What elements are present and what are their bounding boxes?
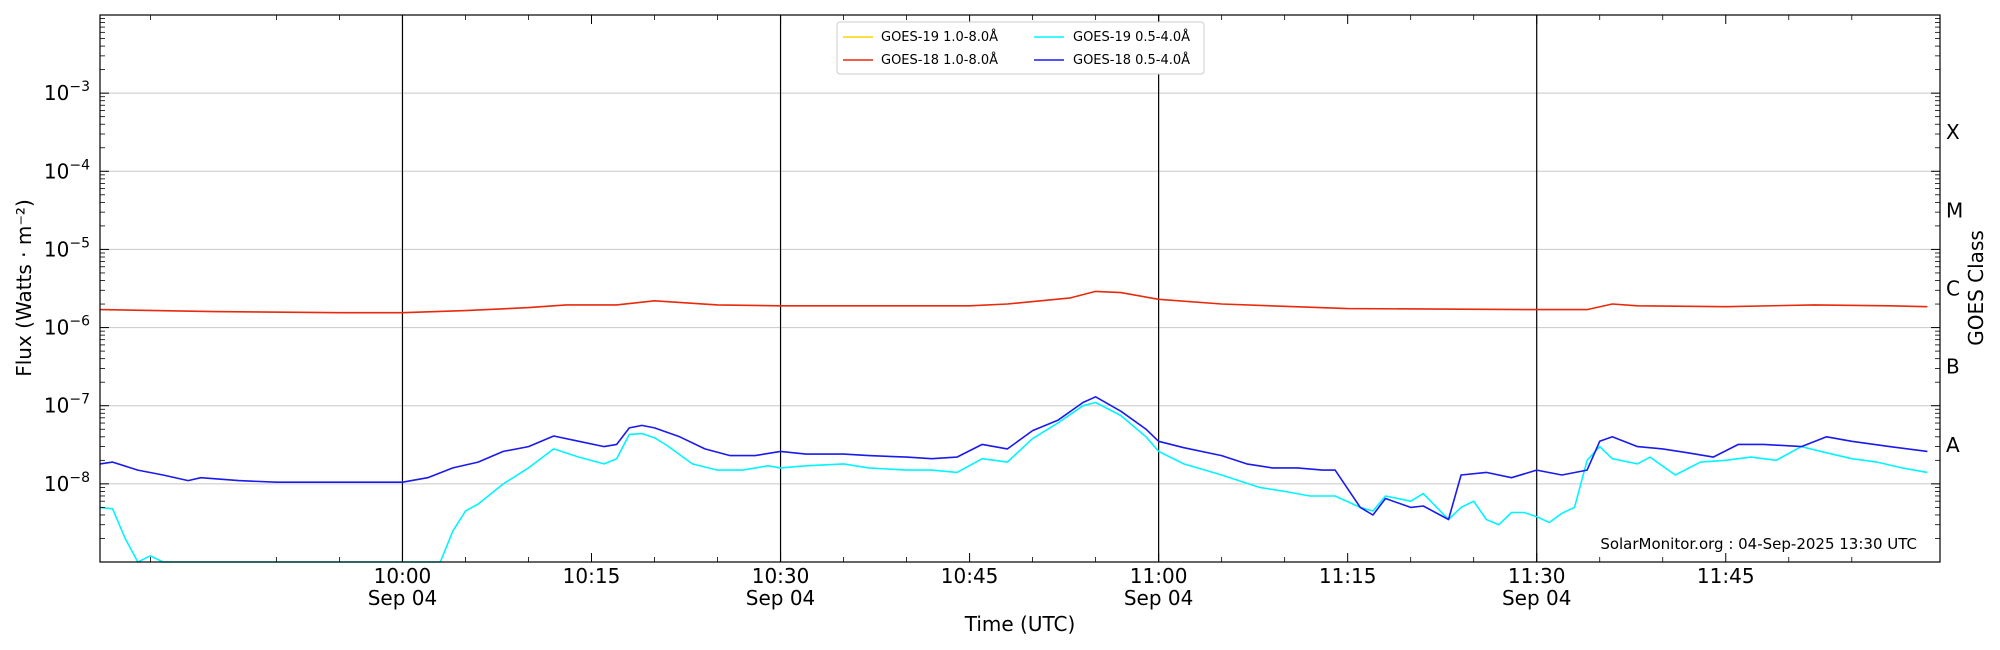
goes-class-label: M xyxy=(1946,198,1963,222)
legend-label-goes19-short: GOES-19 0.5-4.0Å xyxy=(1073,29,1190,45)
y-tick-exponent: −7 xyxy=(69,392,90,408)
x-tick-sublabel: Sep 04 xyxy=(1502,586,1572,610)
y-tick-exponent: −6 xyxy=(69,314,90,330)
x-tick-label: 10:00 xyxy=(374,564,432,588)
y-axis-title: Flux (Watts · m⁻²) xyxy=(12,199,36,377)
x-tick-label: 10:15 xyxy=(563,564,621,588)
series-line xyxy=(99,395,1928,521)
goes-class-label: X xyxy=(1946,120,1960,144)
y-tick-exponent: −5 xyxy=(69,235,90,251)
y-tick-exponent: −4 xyxy=(69,157,90,173)
x-tick-sublabel: Sep 04 xyxy=(368,586,438,610)
x-tick-label: 11:30 xyxy=(1508,564,1566,588)
y-axis-right-title: GOES Class xyxy=(1964,230,1988,346)
plot-frame xyxy=(99,14,1941,563)
legend-box xyxy=(836,21,1205,75)
legend: GOES-19 1.0-8.0Å GOES-18 1.0-8.0Å GOES-1… xyxy=(836,21,1205,75)
x-tick-label: 10:30 xyxy=(752,564,810,588)
x-tick-sublabel: Sep 04 xyxy=(746,586,816,610)
series-lines xyxy=(99,290,1928,563)
goes-class-labels: X M C B A xyxy=(1946,120,1963,457)
grid-lines xyxy=(100,92,1940,485)
y-tick-exponent: −8 xyxy=(69,470,90,486)
goes-class-label: B xyxy=(1946,355,1960,379)
legend-label-goes19-long: GOES-19 1.0-8.0Å xyxy=(881,29,998,45)
y-tick-exponent: −3 xyxy=(69,79,90,95)
x-axis-title: Time (UTC) xyxy=(964,612,1076,636)
goes-class-label: C xyxy=(1946,277,1960,301)
y-tick-label: 10−4 xyxy=(44,157,90,183)
goes-class-label: A xyxy=(1946,433,1960,457)
y-tick-label: 10−8 xyxy=(44,470,90,496)
x-tick-sublabel: Sep 04 xyxy=(1124,586,1194,610)
x-tick-label: 11:00 xyxy=(1130,564,1188,588)
series-line xyxy=(99,290,1928,314)
legend-label-goes18-long: GOES-18 1.0-8.0Å xyxy=(881,52,998,68)
legend-label-goes18-short: GOES-18 0.5-4.0Å xyxy=(1073,52,1190,68)
x-tick-label: 10:45 xyxy=(941,564,999,588)
watermark-text: SolarMonitor.org : 04-Sep-2025 13:30 UTC xyxy=(1600,535,1917,553)
x-tick-label: 11:45 xyxy=(1697,564,1755,588)
series-line xyxy=(99,401,1928,563)
x-tick-label: 11:15 xyxy=(1319,564,1377,588)
